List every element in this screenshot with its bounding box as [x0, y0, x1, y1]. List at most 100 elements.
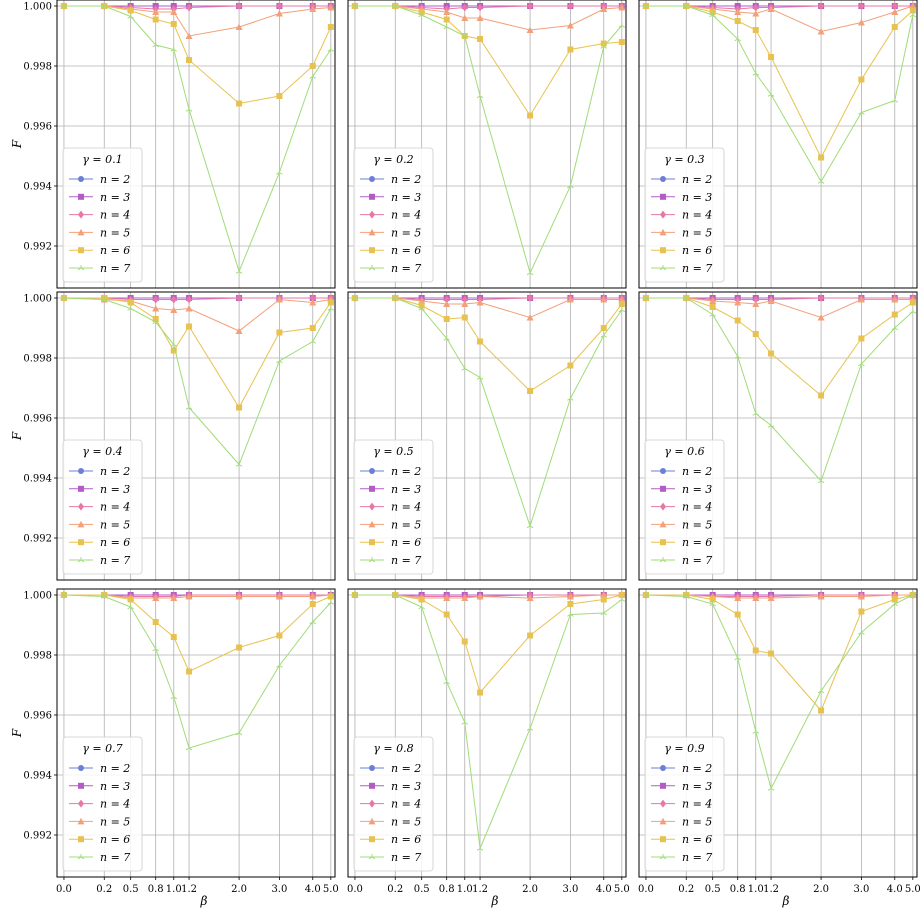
legend-title: γ = 0.5	[373, 445, 413, 458]
legend-entry-label: n = 4	[682, 209, 712, 222]
legend-marker	[660, 468, 666, 474]
y-axis-label: F	[10, 139, 24, 149]
x-tick-label: 2.0	[231, 884, 247, 895]
legend-entry-label: n = 5	[682, 226, 712, 239]
data-point-n6	[128, 300, 134, 306]
subplot-6: γ = 0.6n = 2n = 3n = 4n = 5n = 6n = 7	[639, 292, 917, 580]
data-point-n6	[186, 324, 192, 330]
legend-entry-label: n = 6	[682, 244, 712, 257]
legend-entry-label: n = 3	[100, 483, 130, 496]
legend-entry-label: n = 4	[391, 501, 421, 514]
legend: γ = 0.3 n = 2 n = 3 n = 4 n = 5 n = 6 n = 7	[645, 148, 724, 282]
x-axis-label: β	[491, 894, 499, 908]
x-tick-label: 0.0	[638, 884, 654, 895]
data-point-n6	[858, 609, 864, 615]
legend-entry-label: n = 7	[391, 554, 421, 567]
legend-marker	[78, 486, 84, 492]
x-tick-label: 0.8	[439, 884, 455, 895]
subplot-1: 0.9920.9940.9960.9981.000Fγ = 0.1n = 2n …	[10, 0, 335, 288]
data-point-n6	[171, 634, 177, 640]
y-tick-label: 1.000	[23, 2, 52, 13]
legend-entry-label: n = 4	[100, 798, 130, 811]
legend-entry-label: n = 7	[100, 554, 130, 567]
legend-entry-label: n = 2	[391, 173, 421, 186]
x-axis-label: β	[200, 894, 208, 908]
legend-entry-label: n = 3	[100, 780, 130, 793]
y-tick-label: 0.992	[23, 831, 52, 842]
legend-marker	[369, 765, 375, 771]
legend-marker	[660, 539, 666, 545]
x-tick-label: 1.2	[181, 884, 197, 895]
data-point-n6	[310, 601, 316, 607]
data-point-n6	[892, 24, 898, 30]
x-tick-label: 0.5	[123, 884, 139, 895]
y-axis-label: F	[10, 431, 24, 441]
x-tick-label: 0.2	[678, 884, 694, 895]
y-tick-label: 0.992	[23, 242, 52, 253]
data-point-n6	[462, 315, 468, 321]
data-point-n6	[567, 601, 573, 607]
legend-entry-label: n = 6	[391, 833, 421, 846]
legend: γ = 0.2n = 2n = 3n = 4n = 5n = 6n = 7	[354, 148, 433, 282]
data-point-n6	[858, 77, 864, 83]
data-point-n6	[735, 318, 741, 324]
data-point-n6	[171, 21, 177, 27]
legend-marker	[369, 247, 375, 253]
data-point-n6	[601, 325, 607, 331]
subplot-3: γ = 0.3 n = 2 n = 3 n = 4 n = 5 n = 6 n = 7	[639, 0, 917, 288]
legend-entry-label: n = 3	[100, 191, 130, 204]
x-tick-label: 1.2	[472, 884, 488, 895]
x-tick-label: 3.0	[271, 884, 287, 895]
legend-entry-label: n = 3	[391, 780, 421, 793]
legend-entry-label: n = 6	[100, 833, 130, 846]
data-point-n6	[276, 633, 282, 639]
data-point-n6	[328, 24, 334, 30]
y-axis-label: F	[10, 728, 24, 738]
legend-entry-label: n = 5	[391, 815, 421, 828]
legend: γ = 0.7n = 2n = 3n = 4n = 5n = 6n = 7	[63, 737, 142, 871]
data-point-n6	[818, 393, 824, 399]
legend-entry-label: n = 6	[100, 536, 130, 549]
data-point-n6	[276, 93, 282, 99]
subplot-2: γ = 0.2n = 2n = 3n = 4n = 5n = 6n = 7	[348, 0, 626, 288]
x-tick-label: 0.8	[148, 884, 164, 895]
legend-title: γ = 0.7	[82, 742, 122, 755]
legend-title: γ = 0.4	[82, 445, 122, 458]
legend-title: γ = 0.2	[373, 153, 413, 166]
data-point-n6	[477, 36, 483, 42]
x-tick-label: 5.0	[905, 884, 920, 895]
x-tick-label: 0.0	[56, 884, 72, 895]
legend-entry-label: n = 2	[682, 762, 712, 775]
data-point-n6	[462, 639, 468, 645]
data-point-n6	[236, 101, 242, 107]
data-point-n6	[619, 301, 625, 307]
y-tick-label: 0.996	[23, 122, 52, 133]
legend-marker	[78, 765, 84, 771]
legend-marker	[660, 765, 666, 771]
legend-entry-label: n = 5	[100, 226, 130, 239]
x-axis-label: β	[782, 894, 790, 908]
legend-entry-label: n = 6	[682, 833, 712, 846]
legend-marker	[369, 486, 375, 492]
legend-title: γ = 0.1	[82, 153, 122, 166]
x-tick-label: 4.0	[596, 884, 612, 895]
legend-marker	[369, 194, 375, 200]
y-tick-label: 0.992	[23, 534, 52, 545]
legend-entry-label: n = 2	[100, 465, 130, 478]
legend: γ = 0.6n = 2n = 3n = 4n = 5n = 6n = 7	[645, 440, 724, 574]
y-tick-label: 0.998	[23, 62, 52, 73]
data-point-n6	[477, 690, 483, 696]
legend-marker	[78, 783, 84, 789]
data-point-n6	[768, 651, 774, 657]
y-tick-label: 1.000	[23, 591, 52, 602]
legend-entry-label: n = 7	[391, 262, 421, 275]
data-point-n6	[444, 17, 450, 23]
legend-entry-label: n = 4	[100, 501, 130, 514]
legend-entry-label: n = 5	[391, 226, 421, 239]
legend-marker	[78, 194, 84, 200]
data-point-n6	[444, 612, 450, 618]
subplot-9: 0.0 0.2 0.5 0.8 1.0 1.2 2.0 3.0 4.0 5.0βγ = 0.9n …	[638, 589, 920, 908]
subplot-4: 0.9920.9940.9960.9981.000Fγ = 0.4n = 2n …	[10, 292, 335, 580]
legend: γ = 0.4n = 2n = 3n = 4n = 5n = 6n = 7	[63, 440, 142, 574]
y-tick-label: 0.998	[23, 354, 52, 365]
